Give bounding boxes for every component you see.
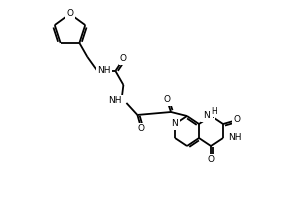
Text: O: O	[138, 124, 145, 133]
Text: NH: NH	[108, 96, 122, 105]
Text: O: O	[67, 9, 73, 19]
Text: H: H	[208, 112, 214, 120]
Text: NH: NH	[228, 134, 242, 142]
Text: N: N	[172, 119, 178, 129]
Text: NH: NH	[98, 66, 111, 75]
Text: N: N	[202, 112, 209, 120]
Text: O: O	[164, 96, 170, 104]
Text: O: O	[120, 54, 127, 63]
Text: O: O	[233, 116, 241, 124]
Text: H: H	[211, 108, 217, 116]
Text: O: O	[208, 156, 214, 164]
